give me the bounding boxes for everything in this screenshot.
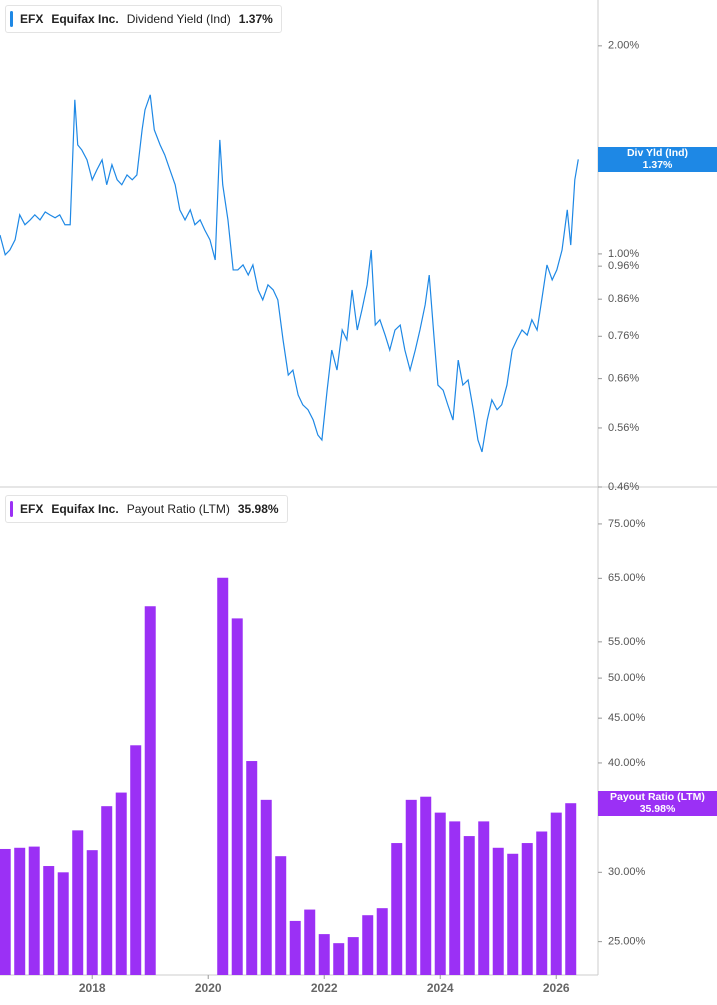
bar <box>260 799 272 975</box>
bar <box>478 821 490 975</box>
bar <box>463 836 475 975</box>
bar <box>565 803 577 975</box>
bar <box>275 856 287 975</box>
legend-swatch <box>10 501 13 517</box>
bar <box>550 812 562 975</box>
company: Equifax Inc. <box>51 502 119 516</box>
bar <box>72 830 84 975</box>
bar <box>101 806 113 975</box>
y-tick-label: 0.66% <box>608 373 639 385</box>
metric: Payout Ratio (LTM) <box>126 502 230 516</box>
y-tick-label: 65.00% <box>608 572 646 584</box>
bar <box>492 847 504 975</box>
legend-swatch <box>10 11 13 27</box>
y-tick-label: 55.00% <box>608 636 646 648</box>
ticker: EFX <box>20 12 44 26</box>
bar <box>231 618 243 975</box>
bar <box>217 577 229 975</box>
y-tick-label: 0.56% <box>608 422 639 434</box>
x-tick-label: 2020 <box>195 981 222 995</box>
badge-value: 35.98% <box>639 803 676 816</box>
y-tick-label: 45.00% <box>608 712 646 724</box>
bar <box>246 761 258 975</box>
bar <box>57 872 69 975</box>
x-tick-label: 2022 <box>311 981 338 995</box>
y-tick-label: 2.00% <box>608 40 639 52</box>
metric: Dividend Yield (Ind) <box>126 12 231 26</box>
legend-header: EFX Equifax Inc. Dividend Yield (Ind) 1.… <box>5 5 282 33</box>
x-tick-label: 2024 <box>427 981 454 995</box>
y-tick-label: 40.00% <box>608 757 646 769</box>
bar <box>43 866 55 975</box>
bar <box>115 792 127 975</box>
y-tick-label: 1.00% <box>608 248 639 260</box>
bar <box>130 745 142 975</box>
legend-header: EFX Equifax Inc. Payout Ratio (LTM) 35.9… <box>5 495 288 523</box>
bar <box>14 847 26 975</box>
bar <box>420 796 432 975</box>
bar <box>333 943 345 975</box>
bar <box>362 915 374 975</box>
y-tick-label: 0.46% <box>608 481 639 493</box>
metric-value: 1.37% <box>238 12 273 26</box>
x-tick-label: 2018 <box>79 981 106 995</box>
y-tick-label: 30.00% <box>608 866 646 878</box>
bar <box>304 909 316 975</box>
data-line <box>0 94 579 453</box>
badge-label: Div Yld (Ind) <box>626 147 689 160</box>
bar <box>405 799 417 975</box>
y-tick-label: 0.86% <box>608 293 639 305</box>
bar <box>347 937 359 975</box>
company: Equifax Inc. <box>51 12 119 26</box>
y-tick-label: 50.00% <box>608 672 646 684</box>
bar <box>289 920 301 975</box>
bar <box>144 606 156 975</box>
bar <box>28 846 40 975</box>
y-tick-label: 25.00% <box>608 936 646 948</box>
bar <box>536 831 548 975</box>
y-tick-label: 0.96% <box>608 260 639 272</box>
bar <box>0 848 11 975</box>
metric-value: 35.98% <box>237 502 279 516</box>
ticker: EFX <box>20 502 44 516</box>
x-tick-label: 2026 <box>543 981 570 995</box>
bar <box>434 812 446 975</box>
badge-value: 1.37% <box>642 159 673 172</box>
bar <box>449 821 461 975</box>
last-value-badge: Payout Ratio (LTM) 35.98% <box>598 790 717 816</box>
bar <box>86 850 98 975</box>
bar <box>376 908 388 975</box>
last-value-badge: Div Yld (Ind) 1.37% <box>598 146 717 172</box>
bar <box>521 843 533 975</box>
y-tick-label: 75.00% <box>608 518 646 530</box>
bar <box>391 843 403 975</box>
bar <box>318 934 330 975</box>
y-tick-label: 0.76% <box>608 330 639 342</box>
badge-label: Payout Ratio (LTM) <box>610 791 705 804</box>
bar <box>507 853 519 975</box>
